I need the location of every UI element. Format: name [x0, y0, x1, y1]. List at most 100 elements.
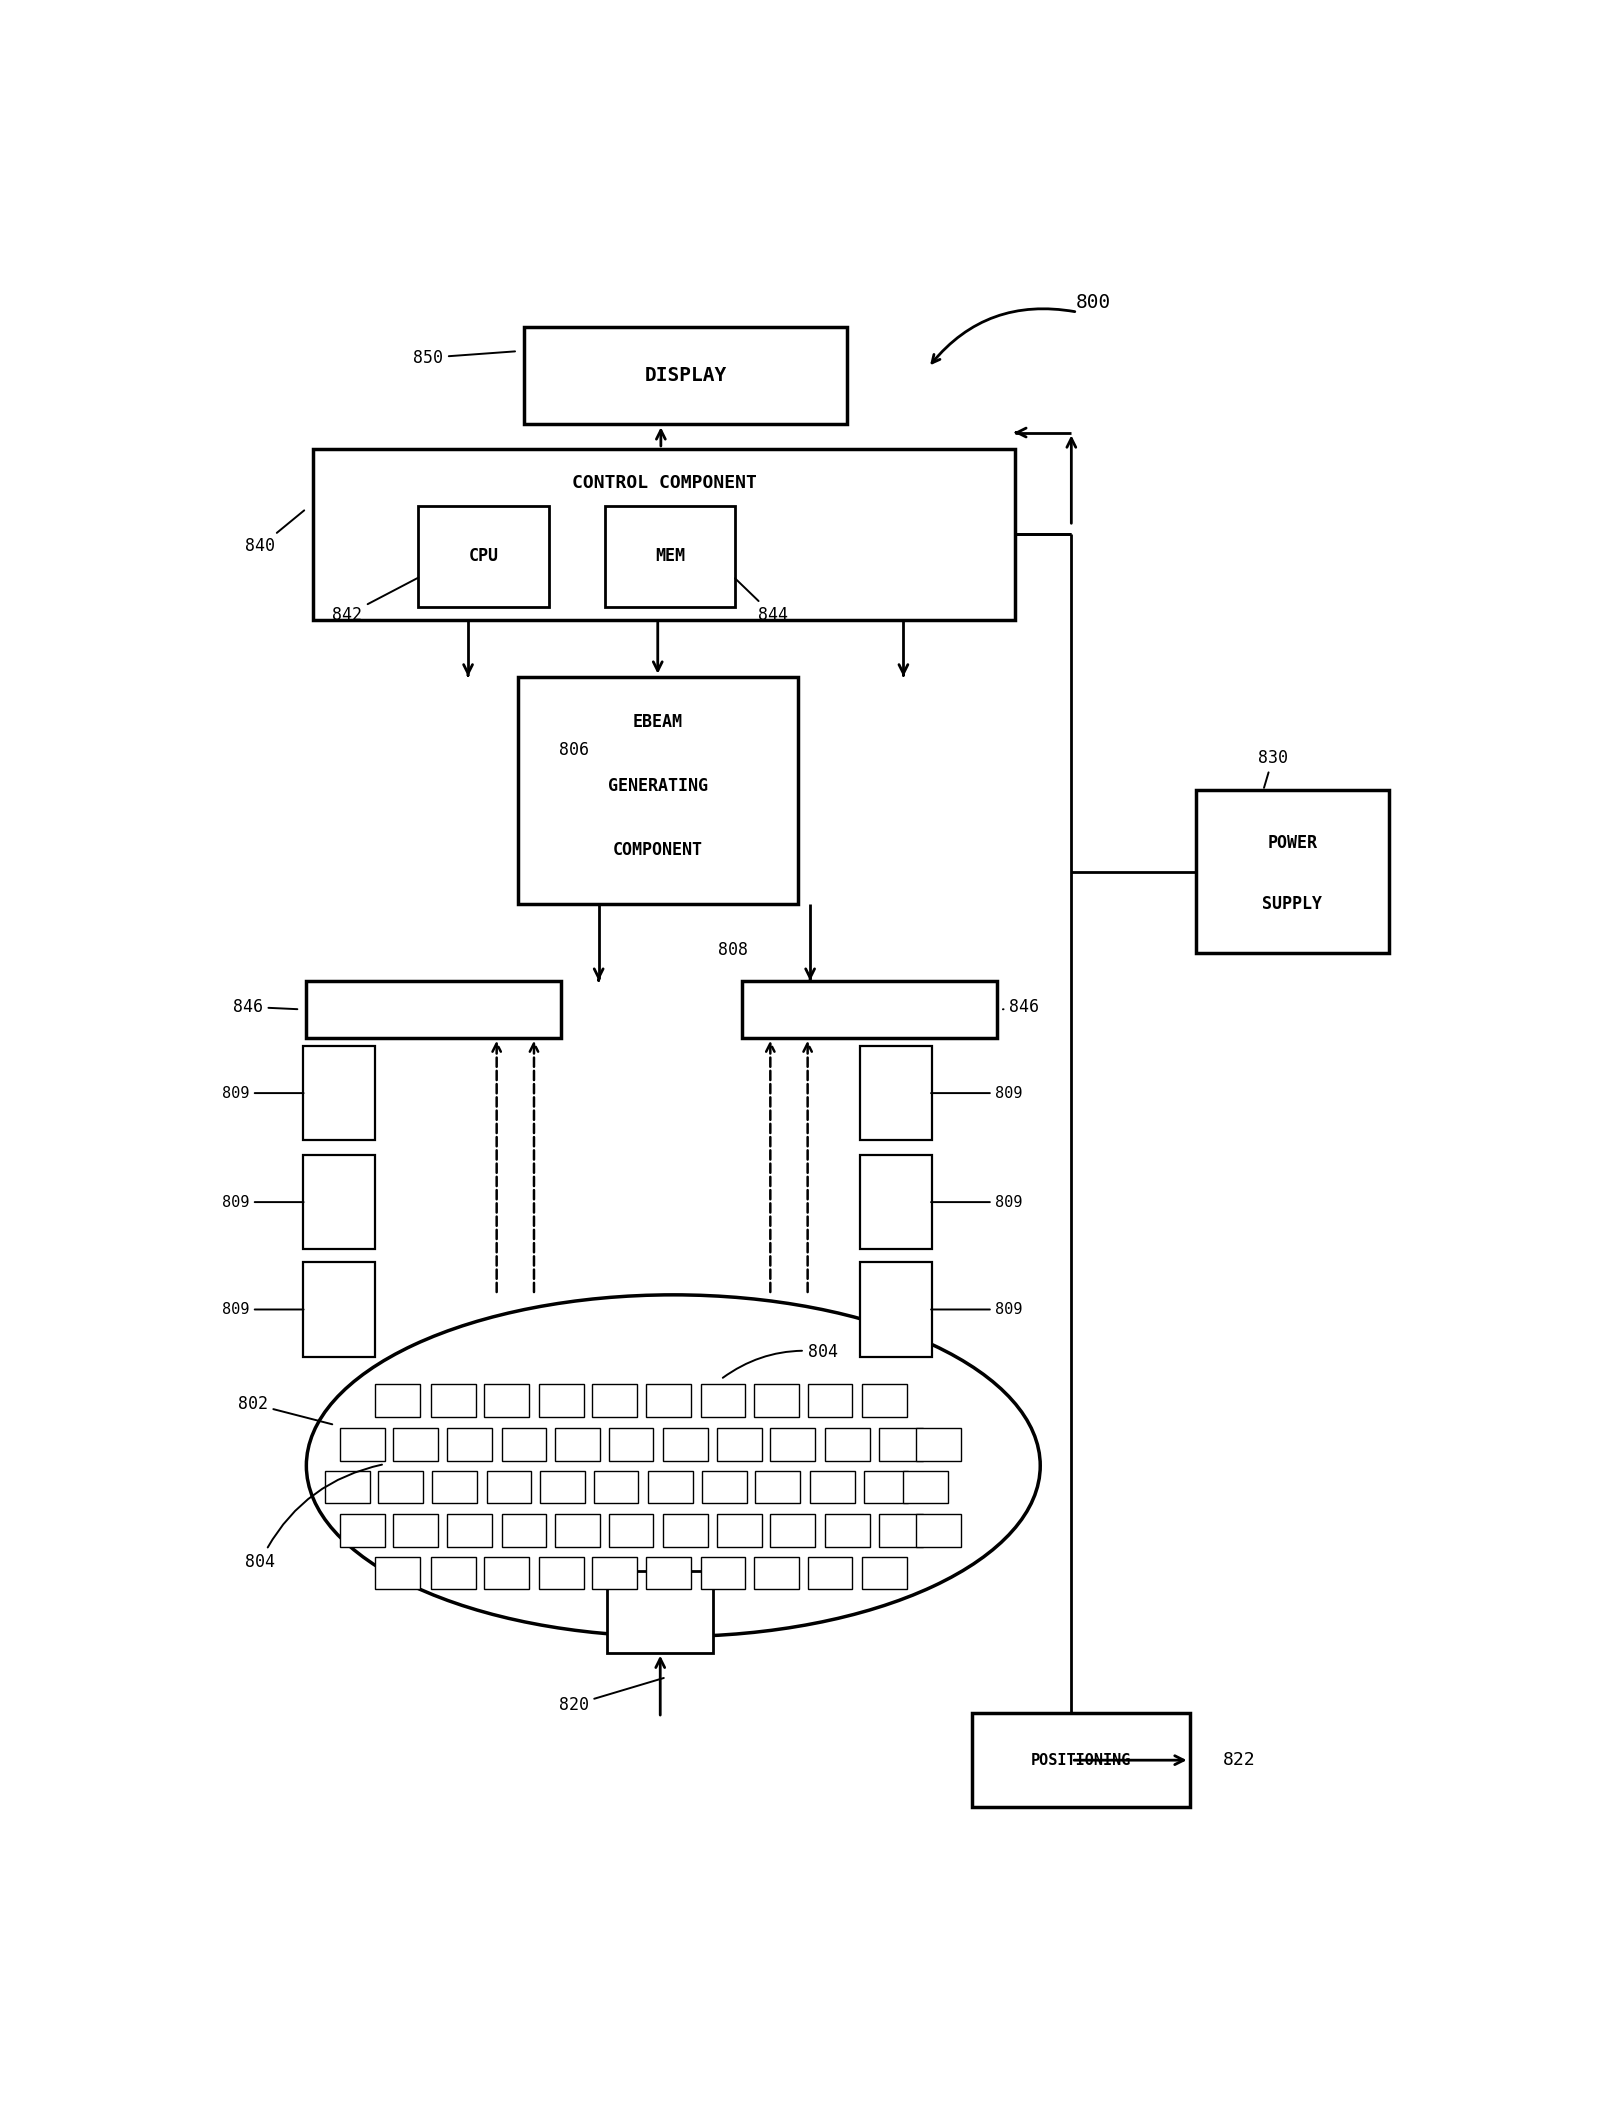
- Bar: [701, 1471, 746, 1502]
- Text: COMPONENT: COMPONENT: [613, 841, 703, 858]
- Bar: [592, 1384, 637, 1418]
- Bar: [862, 1384, 907, 1418]
- Text: 850: 850: [412, 349, 515, 368]
- Bar: [717, 1515, 762, 1547]
- Bar: [608, 1515, 653, 1547]
- Bar: [430, 1557, 475, 1589]
- Text: 846: 846: [1003, 997, 1038, 1016]
- Bar: [539, 1384, 584, 1418]
- Text: EBEAM: EBEAM: [632, 714, 682, 731]
- Bar: [485, 1384, 530, 1418]
- Bar: [324, 1471, 369, 1502]
- Bar: [742, 980, 997, 1037]
- Bar: [502, 1515, 546, 1547]
- Bar: [539, 1557, 584, 1589]
- Bar: [863, 1471, 908, 1502]
- Ellipse shape: [307, 1295, 1040, 1635]
- Bar: [825, 1428, 870, 1460]
- Bar: [485, 1557, 530, 1589]
- Text: 806: 806: [559, 742, 589, 759]
- Bar: [878, 1515, 923, 1547]
- Bar: [904, 1471, 949, 1502]
- Bar: [376, 1384, 419, 1418]
- Bar: [811, 1471, 855, 1502]
- Bar: [754, 1557, 799, 1589]
- Text: 844: 844: [735, 579, 788, 623]
- Bar: [430, 1384, 475, 1418]
- Text: CPU: CPU: [469, 547, 499, 564]
- Bar: [502, 1428, 546, 1460]
- Bar: [860, 1156, 933, 1249]
- Bar: [340, 1515, 385, 1547]
- Text: 809: 809: [221, 1086, 303, 1101]
- Bar: [607, 1572, 713, 1652]
- Text: 822: 822: [1223, 1752, 1255, 1769]
- Bar: [555, 1515, 600, 1547]
- Bar: [303, 1046, 376, 1141]
- Text: 809: 809: [931, 1086, 1022, 1101]
- Bar: [376, 1557, 419, 1589]
- Bar: [1196, 790, 1388, 953]
- Text: 809: 809: [931, 1302, 1022, 1316]
- Text: 800: 800: [1075, 294, 1111, 313]
- Bar: [340, 1428, 385, 1460]
- Text: 830: 830: [1258, 748, 1287, 788]
- Bar: [645, 1557, 690, 1589]
- Bar: [663, 1515, 708, 1547]
- Text: MEM: MEM: [655, 547, 685, 564]
- Text: GENERATING: GENERATING: [608, 778, 708, 794]
- Text: 846: 846: [233, 997, 297, 1016]
- Text: POWER: POWER: [1266, 833, 1318, 852]
- Bar: [701, 1557, 745, 1589]
- Bar: [973, 1714, 1189, 1807]
- Text: 809: 809: [221, 1302, 303, 1316]
- Bar: [756, 1471, 801, 1502]
- Bar: [303, 1156, 376, 1249]
- Text: 820: 820: [559, 1678, 664, 1714]
- Bar: [754, 1384, 799, 1418]
- Bar: [648, 1471, 693, 1502]
- Bar: [541, 1471, 584, 1502]
- Bar: [645, 1384, 690, 1418]
- Bar: [486, 1471, 531, 1502]
- Bar: [663, 1428, 708, 1460]
- Bar: [313, 448, 1016, 619]
- Text: 840: 840: [246, 511, 305, 556]
- Bar: [555, 1428, 600, 1460]
- Bar: [393, 1515, 438, 1547]
- Bar: [379, 1471, 424, 1502]
- Bar: [523, 328, 847, 425]
- Bar: [446, 1515, 491, 1547]
- Bar: [770, 1428, 815, 1460]
- Bar: [608, 1428, 653, 1460]
- Text: 804: 804: [722, 1342, 838, 1378]
- Text: 809: 809: [931, 1194, 1022, 1209]
- Bar: [303, 1261, 376, 1357]
- Bar: [307, 980, 562, 1037]
- Text: DISPLAY: DISPLAY: [645, 366, 727, 385]
- Bar: [825, 1515, 870, 1547]
- Text: POSITIONING: POSITIONING: [1030, 1752, 1132, 1769]
- Bar: [862, 1557, 907, 1589]
- Text: 802: 802: [238, 1395, 332, 1424]
- Text: 808: 808: [717, 940, 748, 959]
- Text: 804: 804: [246, 1464, 382, 1570]
- Bar: [605, 505, 735, 606]
- Bar: [770, 1515, 815, 1547]
- Bar: [592, 1557, 637, 1589]
- Text: 809: 809: [221, 1194, 303, 1209]
- Bar: [518, 676, 798, 904]
- Bar: [393, 1428, 438, 1460]
- Bar: [446, 1428, 491, 1460]
- Bar: [432, 1471, 477, 1502]
- Bar: [916, 1515, 961, 1547]
- Bar: [807, 1557, 852, 1589]
- Bar: [701, 1384, 745, 1418]
- Bar: [807, 1384, 852, 1418]
- Bar: [878, 1428, 923, 1460]
- Text: SUPPLY: SUPPLY: [1262, 896, 1323, 913]
- Bar: [916, 1428, 961, 1460]
- Text: 842: 842: [332, 577, 419, 623]
- Text: CONTROL COMPONENT: CONTROL COMPONENT: [571, 473, 756, 492]
- Bar: [419, 505, 549, 606]
